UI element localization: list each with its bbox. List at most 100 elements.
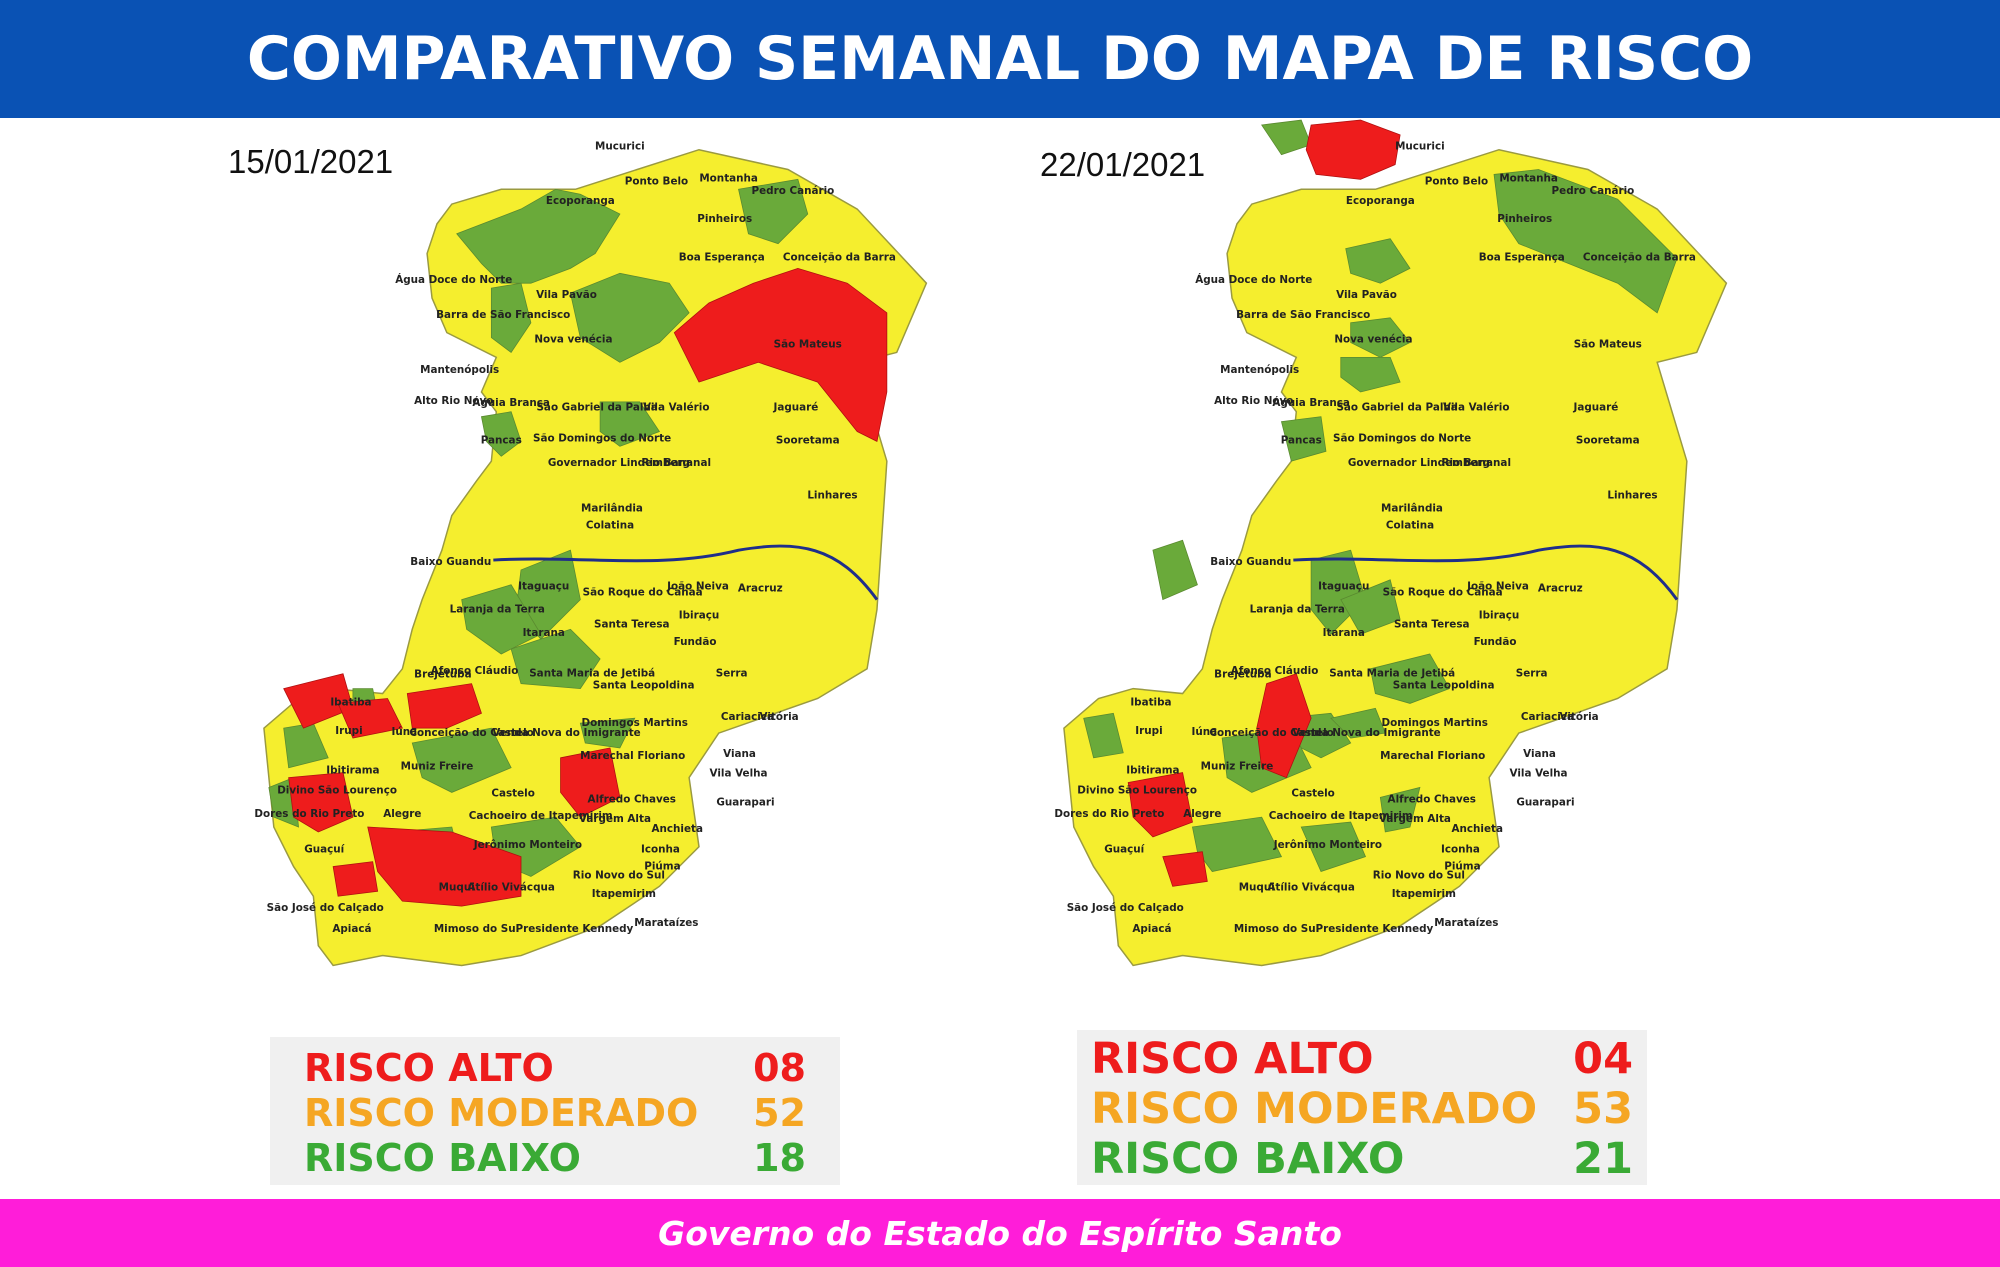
municipality-label: Afonso Cláudio [431,665,519,677]
low-risk-region [1340,356,1401,393]
municipality-label: Boa Esperança [1479,251,1565,263]
municipality-label: Iúna [392,726,418,738]
low-risk-region [461,584,542,655]
legend-moderate-label: RISCO MODERADO [304,1090,699,1135]
map-date-left: 15/01/2021 [228,143,394,180]
municipality-label: Itarana [1323,627,1365,639]
municipality-label: Ibiraçu [679,609,720,621]
municipality-label: Brejetuba [1214,669,1271,681]
municipality-label: Sooretama [776,434,840,446]
municipality-label: Santa Leopoldina [1393,680,1495,692]
legend-high-value: 08 [753,1045,806,1090]
municipality-label: Santa Teresa [1394,618,1470,630]
municipality-label: Pinheiros [1497,213,1552,225]
municipality-label: Rio Bananal [641,457,711,469]
legend-low-value: 21 [1573,1134,1633,1184]
municipality-label: Conceição do Castelo [1209,727,1333,739]
municipality-label: Boa Esperança [679,251,765,263]
municipality-label: São Domingos do Norte [533,432,671,444]
municipality-label: Marechal Floriano [1380,750,1485,762]
legend-row-moderate: RISCO MODERADO 52 [304,1090,806,1135]
municipality-label: Mantenópolis [420,364,499,376]
municipality-label: São Mateus [1574,338,1642,350]
low-risk-region [569,272,690,363]
municipality-label: Ecoporanga [1346,195,1415,207]
municipality-label: Ponto Belo [1425,175,1488,187]
municipality-label: Colatina [586,519,634,531]
municipality-label: Itarana [523,627,565,639]
municipality-label: Baixo Guandu [410,556,491,568]
municipality-label: Muniz Freire [1201,761,1274,773]
municipality-label: Montanha [699,172,758,184]
high-risk-region [1127,772,1193,838]
low-risk-region [1192,816,1283,872]
municipality-label: Itapemirim [1392,888,1456,900]
municipality-label: Afonso Cláudio [1231,665,1319,677]
municipality-label: Vila Pavão [1336,289,1397,301]
municipality-label: Ibitirama [326,765,379,777]
municipality-label: Apiacá [1132,923,1171,935]
river-line [493,544,879,601]
municipality-label: Linhares [1607,490,1657,502]
state-outline [263,148,928,967]
municipality-label: Santa Teresa [594,618,670,630]
low-risk-region [411,727,512,793]
low-risk-region [579,717,636,749]
risk-map-right: Mucurici Montanha Pedro Canário Ponto Belo E… [1010,119,1810,1005]
municipality-label: Ponto Belo [625,175,688,187]
municipality-label: Anchieta [1451,823,1503,835]
municipality-label: Marilândia [1381,503,1443,515]
municipality-label: Jaguaré [772,402,818,414]
river-line [1293,544,1679,601]
municipality-label: Serra [716,668,748,680]
municipality-label: Marataízes [634,917,698,929]
municipality-label: Serra [1516,668,1548,680]
high-risk-region [673,267,888,442]
municipality-label: Vila Valério [643,402,709,414]
municipality-label: Guaçuí [1104,844,1145,856]
municipality-label: Venda Nova do Imigrante [1292,727,1440,739]
municipality-label: Vargem Alta [1379,813,1451,825]
municipality-label: Muniz Freire [401,761,474,773]
municipality-label: São Gabriel da Palha [1336,402,1457,414]
municipality-label: João Neiva [666,581,729,593]
municipality-label: Castelo [1291,787,1334,799]
municipality-label: Mucurici [595,141,645,153]
municipality-label: Rio Novo do Sul [573,869,665,881]
high-risk-region [1162,851,1208,887]
low-risk-region [1369,653,1451,704]
municipality-label: Alto Rio Novo [1214,395,1293,407]
municipality-label: Jerônimo Monteiro [473,839,582,851]
high-risk-region [1256,673,1312,779]
municipality-label: Santa Leopoldina [593,680,695,692]
legend-row-low: RISCO BAIXO 18 [304,1135,806,1180]
high-risk-region [367,826,522,907]
municipality-label: Santa Maria de Jetibá [529,668,655,680]
municipality-label: Sooretama [1576,434,1640,446]
high-risk-region [1305,119,1401,180]
municipality-label: Águia Branca [472,396,550,409]
municipality-label: Jaguaré [1572,402,1618,414]
low-risk-region [599,401,661,447]
municipality-label: Montanha [1499,172,1558,184]
municipality-label: Pedro Canário [1552,185,1635,197]
municipality-label: Divino São Lourenço [277,784,397,796]
municipality-label: Itapemirim [592,888,656,900]
low-risk-region [510,628,601,690]
municipality-label: Atílio Vivácqua [1267,881,1355,893]
municipality-label: Presidente Kennedy [515,923,633,935]
municipality-label: Mimoso do Sul [434,923,519,935]
low-risk-region [1379,786,1421,833]
municipality-label: Ecoporanga [546,195,615,207]
municipality-label: Piúma [1444,861,1480,873]
municipality-label: Anchieta [651,823,703,835]
municipality-label: Iúna [1192,726,1218,738]
municipality-label: Laranja da Terra [450,603,545,615]
municipality-label: Apiacá [332,923,371,935]
municipality-label: Governador Lindemberg [548,457,690,469]
municipality-label: Iconha [641,844,680,856]
low-risk-region [1330,707,1386,739]
municipality-label: São Gabriel da Palha [536,402,657,414]
low-risk-region [490,282,532,353]
legend-row-high: RISCO ALTO 04 [1091,1034,1633,1084]
